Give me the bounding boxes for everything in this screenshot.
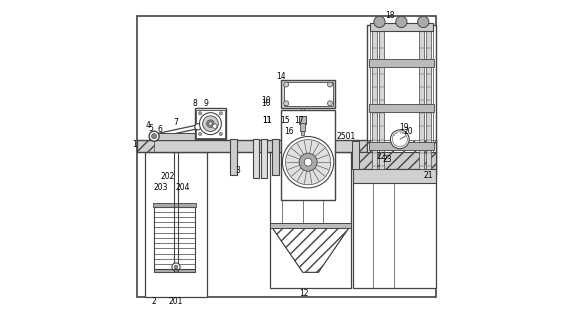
Text: 2: 2 [152, 297, 156, 305]
Circle shape [152, 134, 157, 139]
Text: 10: 10 [261, 99, 271, 108]
Circle shape [299, 153, 317, 171]
Bar [369, 59, 435, 67]
Bar [419, 31, 424, 169]
Circle shape [328, 101, 332, 106]
Text: 3: 3 [235, 166, 240, 175]
Bar [353, 169, 436, 183]
Bar [353, 152, 436, 288]
Text: 2501: 2501 [337, 132, 356, 141]
Bar [353, 152, 436, 169]
Bar [370, 28, 433, 172]
Bar [154, 207, 195, 272]
Circle shape [282, 136, 334, 188]
Bar [369, 104, 435, 112]
Text: 15: 15 [281, 116, 290, 125]
Circle shape [392, 132, 407, 147]
Text: 9: 9 [204, 100, 209, 108]
Text: 10: 10 [261, 96, 271, 105]
Bar [301, 131, 304, 135]
Text: 16: 16 [284, 127, 294, 136]
Bar [153, 203, 197, 207]
Bar [353, 152, 436, 169]
Text: 17: 17 [294, 116, 304, 125]
Circle shape [199, 132, 202, 136]
Circle shape [286, 140, 331, 185]
Bar [272, 139, 279, 175]
Circle shape [212, 124, 217, 128]
Text: 6: 6 [157, 126, 162, 134]
Bar [195, 108, 226, 139]
Bar [282, 80, 335, 108]
Bar [145, 152, 207, 297]
Bar [230, 139, 237, 175]
Circle shape [199, 112, 202, 115]
Bar [154, 269, 195, 272]
Bar [379, 31, 385, 169]
Text: 8: 8 [193, 100, 197, 108]
Circle shape [417, 16, 429, 28]
Circle shape [149, 131, 159, 141]
Bar [137, 140, 154, 152]
Text: 204: 204 [175, 183, 190, 192]
Bar [282, 110, 335, 200]
Bar [369, 142, 435, 150]
Circle shape [209, 122, 212, 125]
Circle shape [199, 113, 222, 135]
Text: 12: 12 [299, 289, 308, 298]
Text: 21: 21 [423, 172, 433, 180]
Text: 19: 19 [399, 123, 409, 132]
Circle shape [328, 82, 332, 87]
Circle shape [304, 158, 312, 166]
Text: 7: 7 [174, 118, 178, 127]
Text: 20: 20 [403, 127, 413, 136]
Circle shape [219, 132, 222, 136]
Bar [370, 23, 433, 31]
Bar [371, 31, 377, 169]
Text: 23: 23 [382, 155, 392, 164]
Text: 4: 4 [146, 121, 151, 130]
Text: 203: 203 [153, 183, 168, 192]
Bar [149, 133, 221, 140]
Text: 1: 1 [132, 140, 137, 149]
Text: 5: 5 [149, 124, 153, 133]
Circle shape [396, 16, 407, 28]
Text: 202: 202 [160, 172, 175, 181]
Circle shape [174, 265, 178, 269]
Bar [261, 139, 267, 178]
Circle shape [374, 16, 385, 28]
Bar [353, 140, 436, 152]
Bar [197, 110, 224, 138]
Bar [300, 123, 305, 131]
Bar [253, 139, 259, 178]
Text: 201: 201 [169, 297, 183, 305]
Circle shape [390, 130, 409, 149]
Circle shape [283, 82, 289, 87]
Circle shape [219, 112, 222, 115]
Bar [352, 141, 360, 169]
Bar [270, 223, 351, 228]
Text: 18: 18 [386, 11, 395, 20]
Text: 22: 22 [376, 152, 386, 161]
Text: 14: 14 [276, 72, 286, 81]
Bar [426, 31, 432, 169]
Circle shape [172, 263, 180, 271]
Text: 11: 11 [262, 116, 272, 125]
Bar [137, 140, 436, 152]
Circle shape [203, 116, 218, 131]
Circle shape [283, 101, 289, 106]
Text: 11: 11 [262, 116, 272, 125]
Circle shape [207, 120, 214, 127]
Bar [367, 25, 436, 175]
Bar [299, 116, 306, 124]
Bar [270, 152, 351, 288]
Circle shape [195, 124, 201, 130]
Bar [283, 82, 332, 106]
